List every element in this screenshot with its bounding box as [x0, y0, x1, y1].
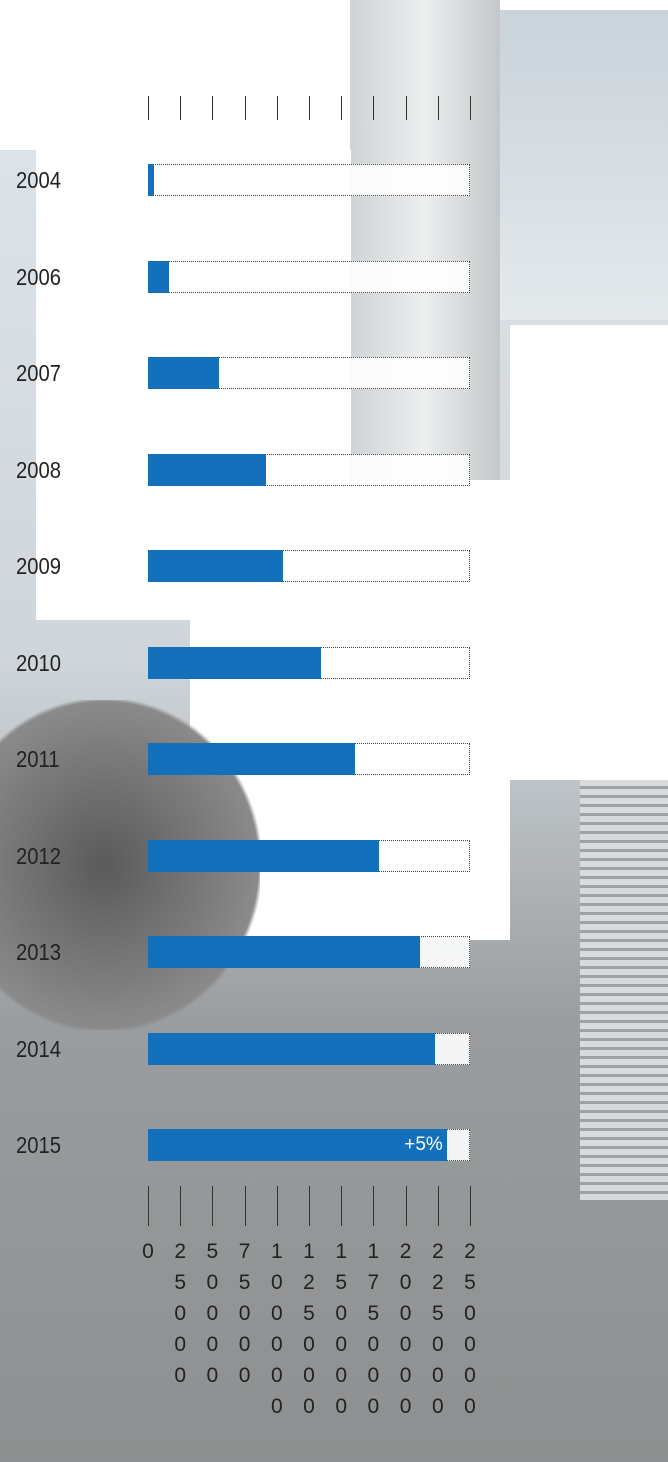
x-tick-mark	[341, 1186, 343, 1226]
x-tick-mark	[470, 96, 471, 120]
bar	[148, 357, 219, 389]
background-photo	[500, 10, 668, 320]
value-label: +5%	[404, 1134, 443, 1155]
category-label: 2014	[16, 1035, 62, 1062]
x-tick-mark	[276, 96, 278, 120]
x-tick-label: 0	[142, 1240, 154, 1263]
x-tick-mark	[148, 96, 149, 120]
x-tick-label: 225000	[431, 1240, 444, 1418]
x-tick-label: 75000	[238, 1240, 251, 1387]
x-tick-mark	[309, 96, 310, 120]
background-panel	[510, 325, 668, 780]
x-tick-mark	[341, 96, 343, 120]
bar	[148, 550, 284, 582]
bar	[148, 743, 356, 775]
bar	[148, 453, 267, 486]
x-tick-mark	[212, 96, 214, 120]
x-tick-label: 100000	[270, 1240, 283, 1418]
bar	[148, 1129, 447, 1161]
category-label: 2015	[16, 1132, 62, 1158]
x-tick-mark	[244, 1186, 246, 1226]
category-label: 2004	[16, 167, 62, 193]
category-label: 2009	[16, 553, 62, 579]
x-tick-label: 200000	[399, 1240, 412, 1418]
x-tick-mark	[405, 96, 407, 120]
x-tick-mark	[244, 96, 246, 120]
background-photo	[580, 780, 668, 1200]
x-tick-label: 175000	[367, 1240, 380, 1418]
bar	[148, 164, 155, 196]
bar	[148, 936, 420, 968]
x-tick-mark	[180, 96, 182, 120]
x-tick-mark	[276, 1186, 278, 1226]
x-tick-mark	[148, 1186, 149, 1226]
x-tick-label: 25000	[174, 1240, 187, 1387]
bar	[148, 646, 321, 679]
x-tick-mark	[437, 1186, 439, 1226]
x-tick-label: 125000	[303, 1240, 315, 1418]
x-tick-label: 250000	[464, 1240, 476, 1418]
category-label: 2007	[16, 360, 62, 386]
bar-track	[148, 260, 470, 293]
bar	[148, 839, 379, 872]
x-tick-mark	[405, 1186, 407, 1226]
bar	[148, 1032, 436, 1065]
category-label: 2008	[16, 456, 62, 483]
x-tick-mark	[180, 1186, 182, 1226]
category-label: 2012	[16, 842, 62, 869]
x-tick-mark	[373, 1186, 375, 1226]
x-tick-label: 150000	[335, 1240, 348, 1418]
category-label: 2006	[16, 263, 62, 290]
bar	[148, 260, 169, 293]
category-label: 2010	[16, 649, 62, 676]
bar-track	[148, 164, 470, 196]
x-tick-mark	[212, 1186, 214, 1226]
category-label: 2013	[16, 939, 62, 965]
x-tick-mark	[470, 1186, 471, 1226]
category-label: 2011	[16, 746, 60, 772]
x-tick-mark	[437, 96, 439, 120]
background-photo	[350, 0, 500, 480]
x-tick-mark	[373, 96, 375, 120]
x-tick-mark	[309, 1186, 310, 1226]
x-tick-label: 50000	[206, 1240, 219, 1387]
